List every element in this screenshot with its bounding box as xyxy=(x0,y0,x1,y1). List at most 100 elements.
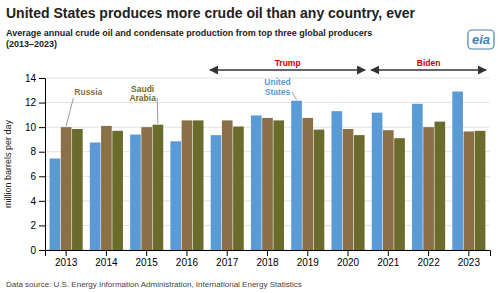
bar xyxy=(412,104,423,250)
tick-mark xyxy=(39,250,45,251)
bar xyxy=(452,92,463,250)
tick: 2013 xyxy=(55,250,78,268)
source: Data source: U.S. Energy Information Adm… xyxy=(6,280,302,289)
tick-mark xyxy=(66,250,67,256)
bar xyxy=(464,131,475,250)
plot: 0246810121420132014201520162017201820192… xyxy=(25,58,491,268)
bars xyxy=(50,92,486,250)
tick: 2015 xyxy=(136,250,159,268)
bar xyxy=(61,127,72,250)
tick-label: 2013 xyxy=(55,257,78,268)
bar xyxy=(262,118,273,250)
logo: eia xyxy=(472,32,490,47)
tick: 2021 xyxy=(377,250,400,268)
grid xyxy=(45,78,490,250)
series-label-line: Russia xyxy=(74,87,102,97)
tick-label: 2014 xyxy=(95,257,118,268)
tick-label: 12 xyxy=(25,97,37,108)
tick-mark xyxy=(428,250,429,256)
tick-mark xyxy=(39,103,45,104)
tick-label: 2 xyxy=(30,220,36,231)
bar xyxy=(354,135,365,250)
bar xyxy=(394,138,405,250)
tick-mark xyxy=(307,250,308,256)
bar xyxy=(372,113,383,250)
bar xyxy=(383,130,394,250)
subtitle-line: (2013–2023) xyxy=(6,39,57,49)
annotations: UnitedStates Russia SaudiArabia xyxy=(66,77,296,126)
tick-mark xyxy=(39,152,45,153)
bar xyxy=(72,129,83,250)
tick: 2018 xyxy=(256,250,279,268)
subtitle-line: Average annual crude oil and condensate … xyxy=(6,28,372,38)
bar xyxy=(130,135,141,250)
tick-mark xyxy=(39,201,45,202)
bar xyxy=(112,131,123,250)
tick-label: 2016 xyxy=(176,257,199,268)
tick: 6 xyxy=(30,171,45,182)
tick-mark xyxy=(388,250,389,256)
tick: 2022 xyxy=(417,250,440,268)
tick: 2017 xyxy=(216,250,239,268)
bar xyxy=(475,131,486,250)
tick: 10 xyxy=(25,122,45,133)
grid-line xyxy=(45,102,490,103)
bar xyxy=(434,122,445,250)
tick-mark xyxy=(468,250,469,256)
series-label: UnitedStates xyxy=(264,77,290,96)
y-axis-title: million barrels per day xyxy=(3,119,13,208)
tick-mark xyxy=(146,250,147,256)
bar xyxy=(273,120,284,250)
series-label: SaudiArabia xyxy=(129,84,156,103)
bar xyxy=(90,143,101,251)
bar-series xyxy=(61,118,474,250)
bar xyxy=(314,130,325,250)
axis-line xyxy=(39,79,46,251)
chart: United States produces more crude oil th… xyxy=(0,0,500,293)
bar xyxy=(331,111,342,250)
bar-series xyxy=(72,120,485,250)
bar-series xyxy=(50,92,463,250)
bar xyxy=(50,158,61,250)
x-axis: 2013 2014 2015 2016 2017 2018 2019 2020 2021 2022… xyxy=(46,250,491,268)
bar xyxy=(222,120,233,250)
tick-label: 2022 xyxy=(417,257,440,268)
tick: 12 xyxy=(25,97,45,108)
leader-line xyxy=(292,92,297,100)
tick-mark xyxy=(39,225,45,226)
tick-mark xyxy=(106,250,107,256)
bar xyxy=(302,118,313,250)
leader-line xyxy=(157,98,159,124)
tick-mark xyxy=(348,250,349,256)
tick-label: 2019 xyxy=(297,257,320,268)
leader-line xyxy=(66,98,73,126)
tick-mark xyxy=(39,78,45,79)
tick: 2020 xyxy=(337,250,360,268)
tick: 2016 xyxy=(176,250,199,268)
subtitle: Average annual crude oil and condensate … xyxy=(6,28,372,49)
tick: 0 xyxy=(30,245,45,256)
tick-label: 14 xyxy=(25,73,37,84)
tick-label: 2021 xyxy=(377,257,400,268)
tick-label: 10 xyxy=(25,122,37,133)
tick: 8 xyxy=(30,146,45,157)
bar xyxy=(291,101,302,250)
tick: 2023 xyxy=(458,250,481,268)
tick-label: 0 xyxy=(30,245,36,256)
bar xyxy=(153,125,164,250)
annotation: Biden xyxy=(417,58,441,68)
tick-label: 2017 xyxy=(216,257,239,268)
tick-label: 6 xyxy=(30,171,36,182)
bar xyxy=(141,127,152,250)
tick-label: 2015 xyxy=(136,257,159,268)
tick-mark xyxy=(227,250,228,256)
bar xyxy=(170,141,181,250)
series-label: Russia xyxy=(74,87,102,97)
series-label-line: Arabia xyxy=(129,93,156,103)
series-label-line: States xyxy=(265,87,291,97)
term-arrow xyxy=(210,69,365,71)
bar xyxy=(182,120,193,250)
bar xyxy=(233,127,244,250)
title: United States produces more crude oil th… xyxy=(6,5,416,21)
tick: 14 xyxy=(25,73,45,84)
